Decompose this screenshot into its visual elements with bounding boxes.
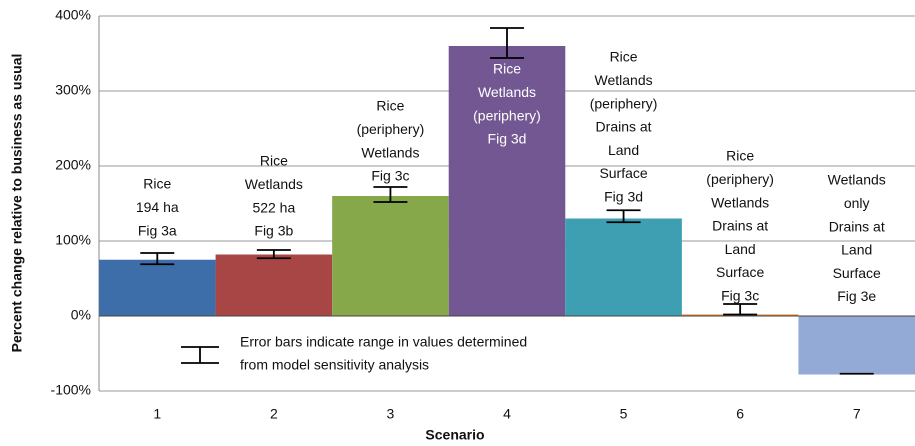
bar-label: Land	[725, 241, 756, 257]
bar-label: (periphery)	[473, 107, 541, 123]
x-tick-label: 1	[153, 406, 161, 422]
error-bar	[373, 186, 408, 203]
y-tick-label: -100%	[51, 382, 91, 398]
bar-label: Fig 3c	[721, 288, 759, 304]
y-tick-label: 300%	[55, 82, 91, 98]
bar-label: Wetlands	[245, 176, 303, 192]
legend-icon	[181, 346, 219, 364]
bar-label: only	[844, 195, 870, 211]
bar-label: 194 ha	[136, 199, 179, 215]
bar-label: Rice	[260, 153, 288, 169]
bar-label: Fig 3e	[837, 288, 876, 304]
bar-label: Wetlands	[478, 84, 536, 100]
x-tick-label: 5	[620, 406, 628, 422]
bar-label: Wetlands	[361, 144, 419, 160]
bar-label: Drains at	[712, 218, 768, 234]
bar	[798, 316, 915, 375]
legend-text: from model sensitivity analysis	[240, 357, 429, 373]
bar-label: Drains at	[596, 119, 652, 135]
x-axis-title: Scenario	[425, 427, 484, 443]
bar-label: Surface	[833, 265, 881, 281]
bar-label: Surface	[599, 165, 647, 181]
bar	[332, 196, 449, 316]
x-tick-label: 2	[270, 406, 278, 422]
bar-label: Fig 3c	[371, 168, 409, 184]
y-axis-title: Percent change relative to business as u…	[9, 54, 25, 353]
bar-label: Rice	[726, 148, 754, 164]
bar-label: Rice	[493, 61, 521, 77]
x-tick-label: 4	[503, 406, 511, 422]
bar-label: (periphery)	[590, 95, 658, 111]
bar-label: Wetlands	[828, 172, 886, 188]
error-bar	[490, 27, 524, 59]
x-tick-label: 6	[736, 406, 744, 422]
bar	[215, 254, 333, 316]
bar-label: Fig 3a	[138, 222, 177, 238]
y-tick-label: 100%	[55, 232, 91, 248]
bar-label: Rice	[143, 176, 171, 192]
y-tick-label: 400%	[55, 7, 91, 23]
legend-text: Error bars indicate range in values dete…	[240, 334, 527, 350]
bar-label: (periphery)	[357, 121, 425, 137]
x-tick-label: 7	[853, 406, 861, 422]
error-bar	[723, 303, 758, 316]
bar-label: Rice	[610, 49, 638, 65]
bar-label: Wetlands	[595, 72, 653, 88]
bar-label: Rice	[376, 98, 404, 114]
y-tick-label: 0%	[71, 307, 91, 323]
error-bar	[606, 209, 641, 224]
bar-label: Fig 3b	[254, 223, 293, 239]
bar-label: 522 ha	[252, 199, 295, 215]
bar-label: Surface	[716, 264, 764, 280]
bar-label: (periphery)	[706, 171, 774, 187]
bar-label: Land	[608, 142, 639, 158]
bar-label: Fig 3d	[488, 131, 527, 147]
bar-label: Drains at	[829, 218, 885, 234]
y-tick-label: 200%	[55, 157, 91, 173]
bar	[565, 218, 682, 316]
x-tick-label: 3	[387, 406, 395, 422]
bar-label: Land	[841, 242, 872, 258]
error-bar	[256, 249, 291, 260]
bar-label: Wetlands	[711, 194, 769, 210]
bar	[99, 259, 216, 316]
error-bar	[140, 252, 175, 266]
bar	[448, 46, 566, 316]
bar-label: Fig 3d	[604, 189, 643, 205]
